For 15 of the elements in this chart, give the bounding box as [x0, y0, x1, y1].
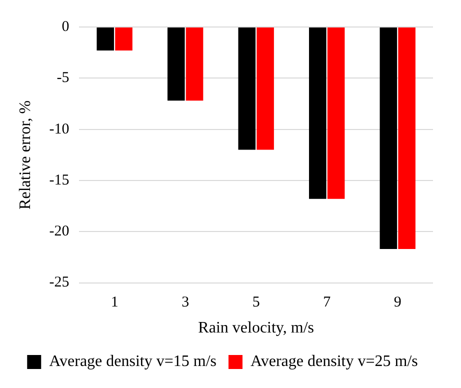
- x-tick-label: 1: [110, 294, 118, 311]
- x-tick-label: 5: [252, 294, 260, 311]
- x-axis-title: Rain velocity, m/s: [198, 320, 314, 337]
- y-tick-label: -10: [49, 121, 70, 138]
- y-tick-label: 0: [62, 18, 70, 35]
- legend-label: Average density v=15 m/s: [49, 353, 216, 370]
- y-axis-title: Relative error, %: [16, 100, 34, 210]
- y-tick-label: -20: [49, 224, 70, 240]
- x-tick-label: 3: [182, 294, 190, 311]
- legend-label: Average density v=25 m/s: [250, 353, 418, 370]
- y-tick-label: -25: [49, 274, 70, 291]
- y-tick-label: -15: [49, 172, 70, 188]
- y-tick-label: -5: [56, 70, 70, 86]
- x-tick-label: 7: [323, 294, 332, 311]
- x-tick-label: 9: [394, 294, 402, 311]
